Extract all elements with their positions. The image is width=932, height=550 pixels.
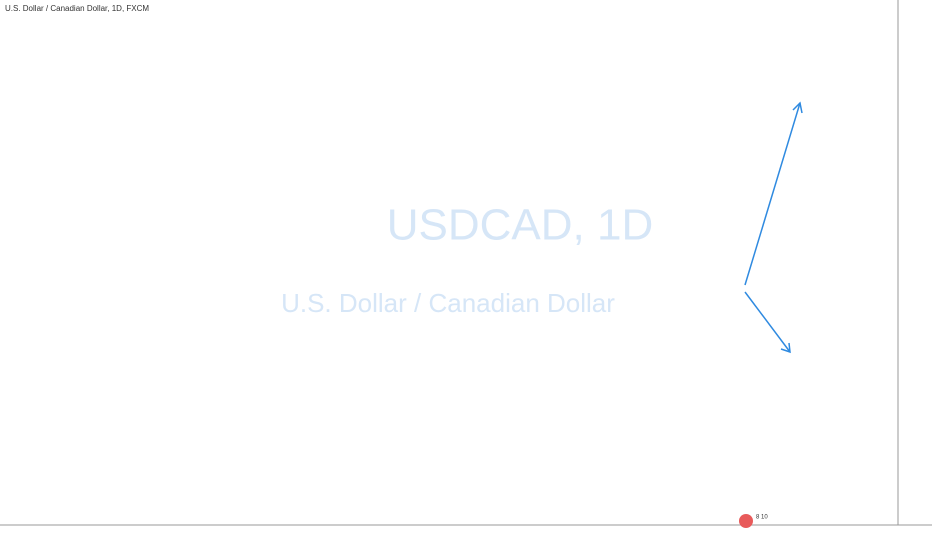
arrow-down bbox=[744, 291, 791, 353]
arrow-head bbox=[792, 101, 803, 114]
watermark: USDCAD, 1D bbox=[387, 201, 654, 250]
chart-title: U.S. Dollar / Canadian Dollar, 1D, FXCM bbox=[5, 4, 149, 13]
badge-icon bbox=[739, 514, 753, 528]
arrow-head bbox=[780, 342, 791, 354]
arrow-up bbox=[744, 102, 801, 286]
watermark-subtitle: U.S. Dollar / Canadian Dollar bbox=[281, 288, 615, 318]
badge: 8 10 bbox=[756, 515, 768, 521]
